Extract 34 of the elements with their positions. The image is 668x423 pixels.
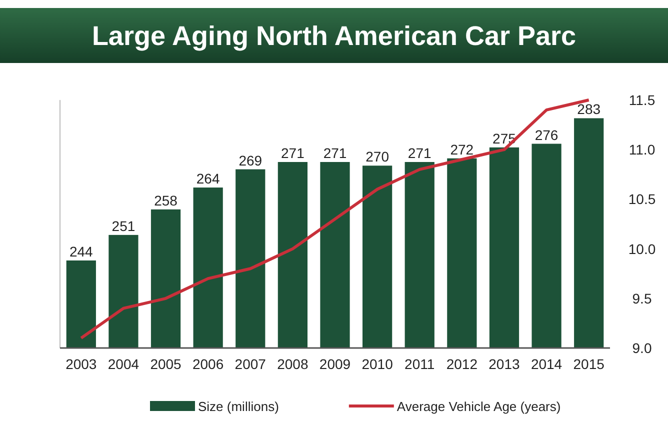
y2-tick-label: 11.5 (628, 92, 656, 108)
x-tick-label: 2014 (530, 356, 562, 372)
data-label: 244 (69, 243, 94, 260)
y2-tick-label: 10.0 (628, 240, 656, 257)
data-label: 272 (450, 141, 474, 158)
chart-title: Large Aging North American Car Parc (92, 21, 576, 51)
x-tick-label: 2007 (234, 356, 266, 372)
data-label: 271 (323, 145, 347, 161)
x-tick-label: 2008 (277, 356, 308, 372)
data-label: 264 (196, 170, 220, 187)
data-label: 270 (366, 148, 390, 165)
x-tick-label: 2012 (446, 356, 478, 372)
data-label: 271 (408, 145, 432, 161)
x-tick-label: 2015 (573, 356, 605, 372)
x-tick-label: 2011 (404, 356, 435, 372)
y2-tick-label: 10.5 (628, 191, 656, 208)
y2-tick-label: 9.5 (632, 290, 652, 306)
x-tick-label: 2003 (66, 356, 97, 372)
data-label: 276 (534, 126, 558, 143)
y2-tick-label: 11.0 (628, 142, 656, 158)
legend-label: Average Vehicle Age (years) (396, 399, 561, 414)
data-label: 269 (238, 152, 262, 168)
data-label: 258 (154, 192, 178, 208)
x-tick-label: 2005 (150, 356, 182, 372)
y2-tick-label: 9.0 (632, 340, 652, 356)
x-tick-label: 2004 (108, 356, 140, 372)
data-label: 283 (577, 101, 601, 118)
x-tick-label: 2013 (488, 356, 520, 372)
data-label: 271 (281, 145, 305, 161)
data-label: 251 (112, 218, 136, 234)
legend-label: Size (millions) (198, 399, 279, 414)
x-tick-label: 2010 (362, 356, 394, 372)
x-tick-label: 2006 (192, 356, 224, 372)
x-tick-label: 2009 (319, 356, 351, 372)
